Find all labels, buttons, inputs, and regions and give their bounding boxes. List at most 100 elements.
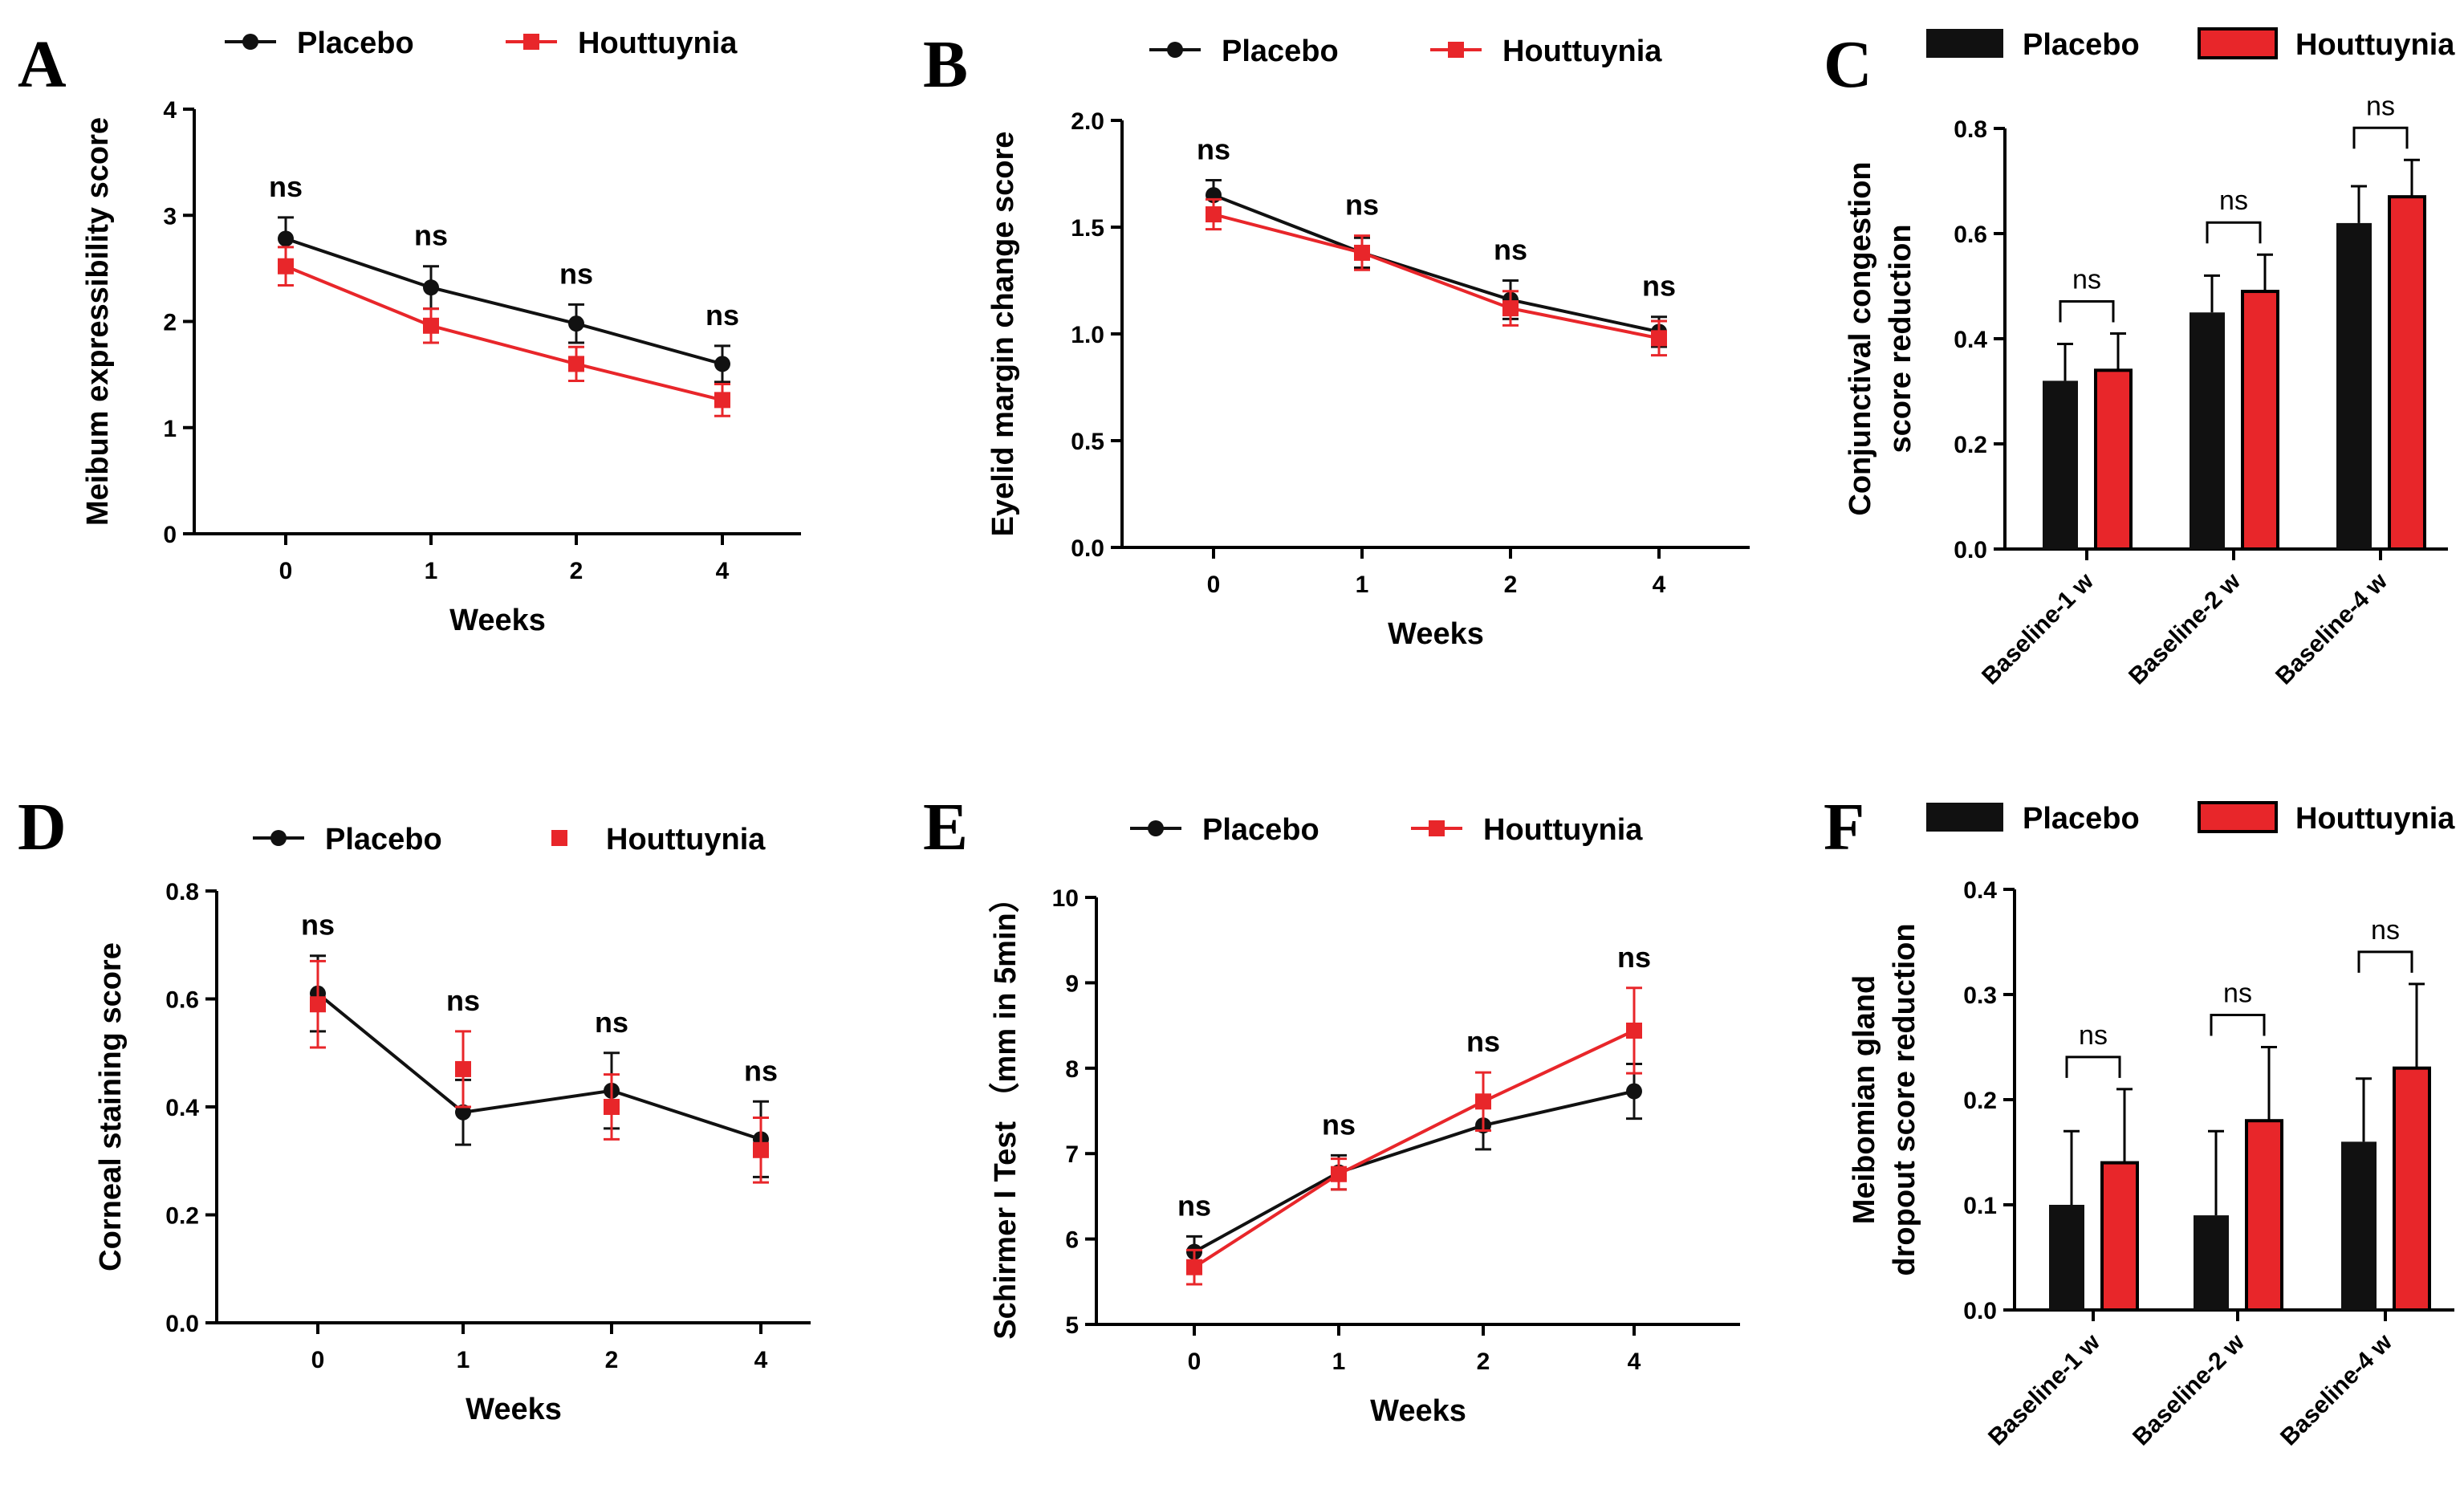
legend-marker-placebo [1148, 820, 1164, 836]
legend-swatch-houttuynia [2198, 801, 2278, 833]
data-point-houttuynia [1186, 1259, 1202, 1275]
legend-swatch-placebo [1926, 29, 2003, 58]
significance-label: ns [414, 219, 448, 252]
bar-houttuynia [2100, 1161, 2139, 1312]
y-tick-label: 0 [163, 522, 177, 548]
significance-label: ns [559, 257, 593, 290]
y-axis-title: dropout score reduction [1888, 923, 1921, 1275]
legend-label-houttuynia: Houttuynia [1502, 35, 1662, 68]
y-tick-label: 10 [1052, 885, 1079, 912]
x-tick-label: 1 [425, 558, 438, 584]
y-tick-label: 0.5 [1071, 429, 1104, 455]
significance-label: ns [446, 984, 480, 1017]
legend: Placebo Houttuynia [225, 26, 738, 60]
y-tick-label: 1 [163, 416, 177, 442]
bar-houttuynia [2245, 1119, 2283, 1312]
significance-bracket [2352, 126, 2409, 149]
significance-label: ns [705, 299, 739, 332]
panel-a: A 0 1 2 3 4 0 1 2 4 Weeks Meibum expressibility sco… [18, 26, 801, 637]
y-tick-label: 0.2 [1963, 1088, 1997, 1114]
data-point-houttuynia [604, 1099, 620, 1115]
significance-label: ns [1322, 1108, 1356, 1141]
y-tick-label: 2 [163, 310, 177, 336]
legend-marker-houttuynia [1448, 42, 1464, 58]
series-line-placebo [1213, 193, 1660, 334]
significance-label: ns [2366, 91, 2395, 121]
data-point-houttuynia [278, 258, 294, 275]
legend: Placebo Houttuynia [1149, 35, 1662, 68]
data-point-houttuynia [455, 1060, 471, 1077]
data-point-placebo [568, 315, 584, 332]
legend-label-houttuynia: Houttuynia [578, 26, 738, 60]
significance-bracket [2206, 221, 2262, 244]
y-tick-label: 0.1 [1963, 1193, 1997, 1219]
bar-placebo [2336, 222, 2372, 549]
panel-letter: B [923, 27, 968, 102]
x-axis-title: Weeks [1370, 1394, 1466, 1428]
data-point-placebo [1626, 1083, 1642, 1100]
x-tick-label: 1 [1356, 572, 1369, 598]
legend-label-placebo: Placebo [2023, 802, 2140, 836]
bar-placebo [2341, 1141, 2377, 1310]
significance-label: ns [2079, 1020, 2108, 1051]
y-axis-title: score reduction [1884, 224, 1917, 453]
y-tick-label: 6 [1065, 1227, 1079, 1254]
legend-label-placebo: Placebo [325, 823, 442, 856]
legend-label-placebo: Placebo [1222, 35, 1339, 68]
x-tick-label: 1 [457, 1347, 470, 1373]
x-tick-label: 4 [1628, 1348, 1641, 1375]
x-tick-label: Baseline-2 w [2128, 1328, 2250, 1450]
y-tick-label: 3 [163, 203, 177, 230]
data-point-houttuynia [714, 392, 730, 409]
x-tick-label: 0 [311, 1347, 325, 1373]
significance-label: ns [2223, 978, 2252, 1009]
panel-letter: A [18, 27, 67, 102]
data-point-houttuynia [568, 356, 584, 372]
y-axis-title: Corneal staining score [94, 942, 128, 1271]
data-point-houttuynia [1475, 1093, 1491, 1110]
data-point-houttuynia [1331, 1165, 1347, 1182]
bar-houttuynia [2094, 368, 2133, 551]
x-tick-label: 0 [1207, 572, 1221, 598]
panel-letter: D [18, 790, 67, 864]
legend: Placebo Houttuynia [1926, 27, 2455, 62]
y-tick-label: 0.3 [1963, 982, 1997, 1009]
series-houttuynia [1186, 986, 1642, 1286]
y-tick-label: 0.0 [1071, 535, 1104, 562]
legend-label-placebo: Placebo [2023, 28, 2140, 62]
panel-letter: F [1824, 790, 1864, 864]
significance-bracket [2065, 1056, 2121, 1078]
legend-marker-houttuynia [1429, 820, 1445, 836]
data-point-houttuynia [310, 996, 326, 1013]
x-tick-label: Baseline-4 w [2275, 1328, 2397, 1450]
data-point-placebo [423, 279, 439, 296]
y-tick-label: 0.0 [165, 1311, 199, 1337]
x-tick-label: Baseline-1 w [1977, 567, 2099, 689]
data-point-houttuynia [753, 1141, 769, 1158]
y-tick-label: 0.8 [165, 879, 199, 905]
bar-placebo [2049, 1205, 2084, 1310]
series-line-houttuynia [1213, 213, 1660, 340]
data-point-placebo [455, 1104, 471, 1121]
legend-label-placebo: Placebo [297, 26, 414, 60]
y-tick-label: 7 [1065, 1141, 1079, 1168]
y-axis-title: Meibum expressibility score [81, 117, 115, 526]
x-tick-label: 4 [1653, 572, 1666, 598]
y-tick-label: 8 [1065, 1056, 1079, 1083]
x-tick-label: 0 [279, 558, 293, 584]
data-point-houttuynia [423, 317, 439, 334]
bar-placebo [2190, 312, 2225, 549]
panel-letter: C [1824, 27, 1872, 102]
significance-label: ns [1642, 270, 1676, 303]
y-tick-label: 0.8 [1954, 116, 1987, 143]
legend-marker-houttuynia [523, 34, 539, 50]
significance-bracket [2210, 1014, 2266, 1036]
significance-label: ns [2219, 185, 2248, 216]
data-point-houttuynia [1206, 206, 1222, 223]
x-tick-label: 4 [754, 1347, 768, 1373]
significance-bracket [2357, 950, 2413, 973]
significance-label: ns [1345, 189, 1379, 222]
y-axis-title: Schirmer I Test （mm in 5min） [989, 882, 1023, 1339]
x-axis-title: Weeks [449, 604, 546, 637]
